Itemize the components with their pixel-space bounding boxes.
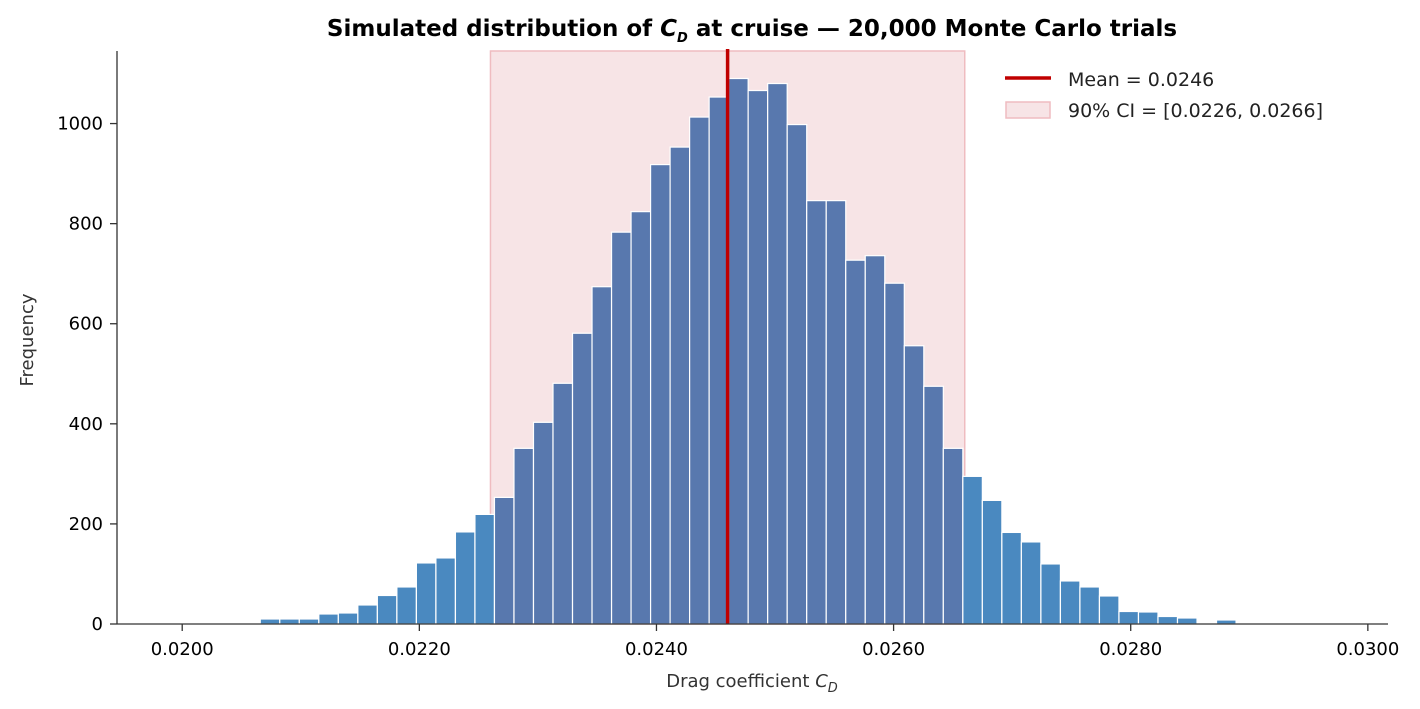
y-tick-label: 400 xyxy=(69,414,103,435)
histogram-bar xyxy=(1040,563,1062,625)
histogram-bar xyxy=(806,200,827,625)
histogram-bar xyxy=(571,332,593,625)
histogram-bar xyxy=(1157,615,1179,625)
y-axis-label: Frequency xyxy=(17,293,38,386)
y-tick-label: 200 xyxy=(69,514,103,535)
y-tick-label: 800 xyxy=(69,214,103,235)
histogram-bar xyxy=(1079,586,1101,625)
histogram-bar xyxy=(630,211,652,625)
histogram-bar xyxy=(981,499,1003,625)
histogram-bar xyxy=(435,557,457,625)
x-axis-ticks: 0.0200 0.0220 0.0240 0.0260 0.0280 0.0300 xyxy=(151,624,1399,660)
y-tick-label: 1000 xyxy=(57,114,103,135)
histogram-bar xyxy=(513,447,535,625)
histogram-bar xyxy=(454,531,476,625)
histogram-bar xyxy=(474,513,496,625)
histogram-bar xyxy=(337,612,359,625)
histogram-bar xyxy=(532,421,554,625)
histogram-bar xyxy=(864,255,886,625)
histogram-bar xyxy=(728,77,749,625)
histogram-bar xyxy=(923,385,944,625)
histogram-bar xyxy=(689,116,710,625)
histogram-bar xyxy=(552,382,574,625)
histogram-bar xyxy=(747,89,769,625)
histogram-bar xyxy=(825,200,847,625)
histogram-bar xyxy=(649,163,671,625)
histogram-bar xyxy=(298,618,320,625)
histogram-bar xyxy=(357,604,378,625)
x-tick-label: 0.0200 xyxy=(151,639,214,660)
histogram-bar xyxy=(767,82,788,625)
histogram-bar xyxy=(942,447,964,625)
histogram-bar xyxy=(845,259,866,625)
x-tick-label: 0.0240 xyxy=(625,639,688,660)
y-tick-label: 600 xyxy=(69,314,103,335)
histogram-bar xyxy=(610,231,632,625)
x-tick-label: 0.0260 xyxy=(862,639,925,660)
histogram-bar xyxy=(708,96,730,625)
histogram-bar xyxy=(1137,611,1159,625)
x-tick-label: 0.0280 xyxy=(1099,639,1162,660)
legend-ci-swatch xyxy=(1005,101,1051,119)
histogram-bar xyxy=(669,146,691,625)
x-tick-label: 0.0300 xyxy=(1336,639,1399,660)
histogram-bar xyxy=(415,562,437,625)
histogram-bar xyxy=(318,613,339,625)
y-axis-ticks: 0 200 400 600 800 1000 xyxy=(57,114,117,635)
x-tick-label: 0.0220 xyxy=(388,639,451,660)
histogram-bar xyxy=(279,618,300,625)
histogram-bar xyxy=(1059,580,1081,625)
x-axis-label: Drag coefficient CD xyxy=(666,671,838,696)
histogram-bar xyxy=(396,586,417,625)
histogram-bar xyxy=(493,496,515,625)
histogram-bar xyxy=(786,123,808,625)
histogram-bar xyxy=(1176,617,1198,625)
chart-title: Simulated distribution of CD at cruise —… xyxy=(327,16,1177,46)
legend-ci-label: 90% CI = [0.0226, 0.0266] xyxy=(1068,100,1323,122)
histogram-bar xyxy=(591,286,613,625)
histogram-bar xyxy=(1098,595,1120,625)
histogram-bar xyxy=(884,282,905,625)
histogram-bar xyxy=(1020,541,1042,625)
histogram-bar xyxy=(1001,531,1022,625)
histogram-bar xyxy=(259,618,281,625)
histogram-bar xyxy=(1118,610,1140,625)
histogram-bar xyxy=(376,594,398,625)
legend: Mean = 0.0246 90% CI = [0.0226, 0.0266] xyxy=(1005,69,1323,122)
legend-mean-label: Mean = 0.0246 xyxy=(1068,69,1214,91)
histogram-bar xyxy=(962,475,983,625)
histogram-bar xyxy=(903,345,925,625)
histogram-bars xyxy=(181,77,1237,625)
y-tick-label: 0 xyxy=(92,614,103,635)
